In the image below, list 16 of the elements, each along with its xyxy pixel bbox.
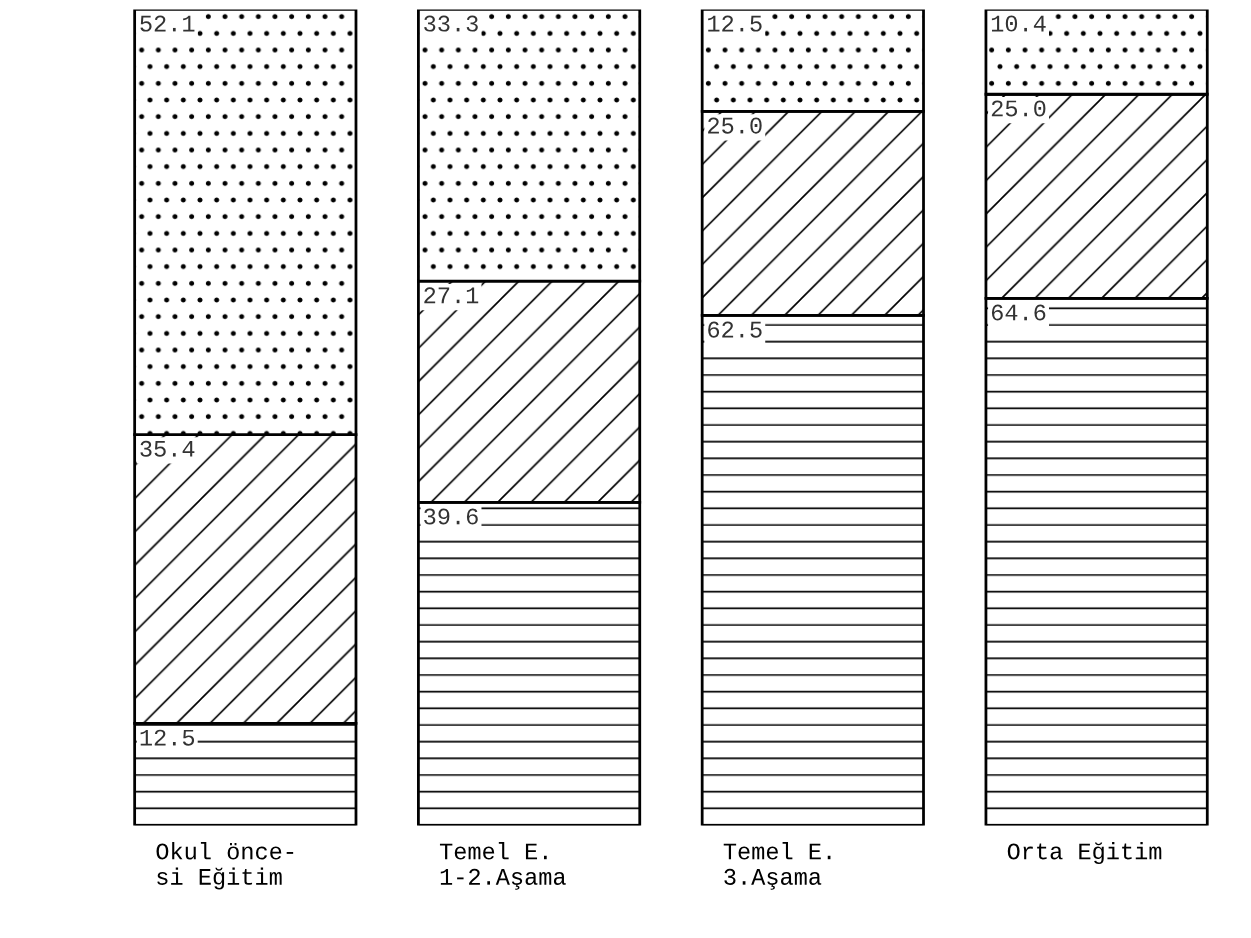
x-tick-label: Okul önce- si Eğitim [156, 842, 294, 890]
data-label: 52.1 [140, 15, 195, 32]
data-label: 33.3 [424, 15, 478, 32]
data-label: 39.6 [424, 508, 478, 525]
data-label: 10.4 [991, 15, 1046, 32]
data-label: 27.1 [424, 287, 479, 304]
data-label: 25.0 [991, 100, 1046, 117]
data-label: 25.0 [708, 117, 762, 134]
x-tick-label: Orta Eğitim [1007, 842, 1162, 865]
data-label: 35.4 [140, 440, 195, 457]
x-tick-label: Temel E. 3.Aşama [723, 842, 831, 890]
data-label: 12.5 [140, 729, 195, 746]
data-label: 12.5 [708, 15, 762, 32]
x-tick-label: Temel E. 1-2.Aşama [439, 842, 566, 890]
data-label: 62.5 [708, 321, 762, 338]
data-label: 64.6 [991, 304, 1046, 321]
